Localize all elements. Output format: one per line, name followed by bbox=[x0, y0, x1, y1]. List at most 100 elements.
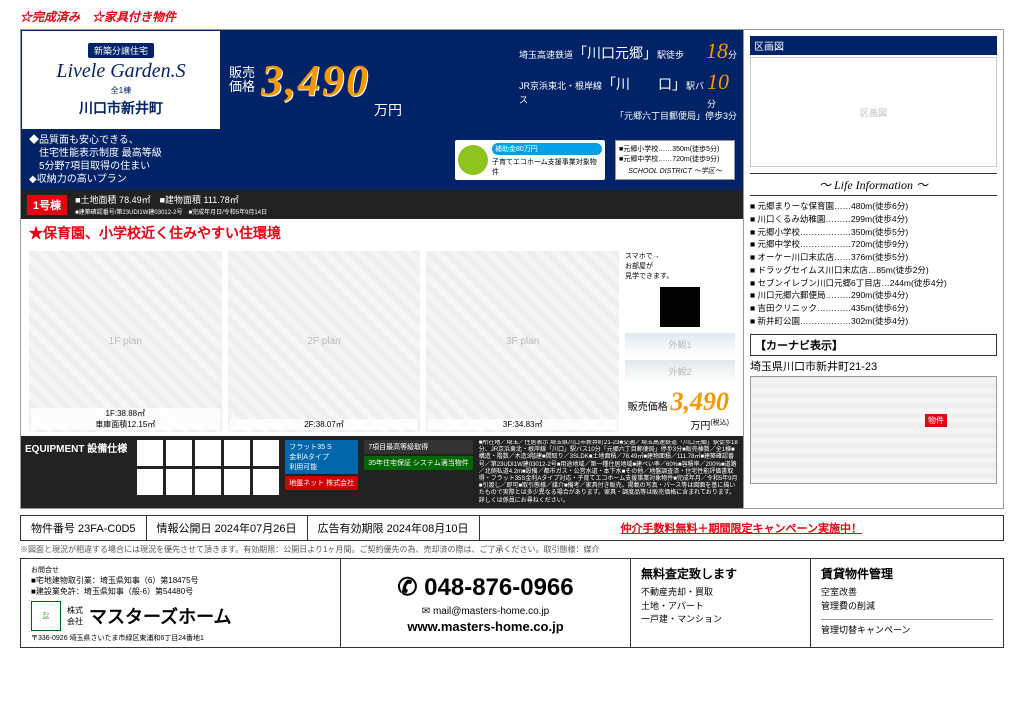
logo-sub: 全1棟 bbox=[111, 85, 131, 96]
equip-icon bbox=[166, 469, 192, 495]
life-item: 川口くるみ幼稚園………299m(徒歩4分) bbox=[750, 213, 997, 226]
equip-icon bbox=[195, 440, 221, 466]
svc1-text: 不動産売却・買取 土地・アパート 一戸建・マンション bbox=[641, 586, 800, 627]
svc2-campaign: 管理切替キャンペーン bbox=[821, 619, 993, 636]
sta2: 「川 口」 bbox=[602, 76, 686, 92]
company-addr: 〒336-0926 埼玉県さいたま市緑区東浦和6丁目24番地1 bbox=[31, 633, 330, 643]
rail1: 埼玉高速鉄道 bbox=[519, 50, 573, 60]
suf1: 駅徒歩 bbox=[657, 50, 684, 60]
life-list: 元郷まりーな保育園……480m(徒歩6分)川口くるみ幼稚園………299m(徒歩4… bbox=[750, 200, 997, 328]
publish-date: 情報公開日 2024年07月26日 bbox=[147, 516, 308, 540]
logo-name: Livele Garden.S bbox=[56, 60, 185, 83]
equip-icons bbox=[137, 440, 279, 466]
life-item: 新井町公園………………302m(徒歩4分) bbox=[750, 315, 997, 328]
tel: ✆ 048-876-0966 bbox=[397, 573, 573, 602]
unit-row: 1号棟 ■土地面積 78.49㎡ ■建物面積 111.78㎡ ■建築確認番号/第2… bbox=[21, 190, 743, 219]
license2: ■建設業免許：埼玉県知事（般-6）第54480号 bbox=[31, 586, 330, 597]
eco-badge: 補助金80万円子育てエコホーム支援事業対象物件 bbox=[455, 140, 605, 180]
equipment-row: EQUIPMENT 設備仕様 フラット35 S 金利Aタイプ 利用可能 地盤ネッ… bbox=[21, 436, 743, 508]
license1: ■宅地建物取引業：埼玉県知事（6）第18475号 bbox=[31, 575, 330, 586]
f1-label: 1F:38.88㎡ 車庫面積12.15㎡ bbox=[31, 408, 220, 430]
p2label: 販売価格 bbox=[628, 402, 668, 413]
permit: ■建築確認番号/第23UDI1W建03012-2号 ■完成年月日/令和5年9月1… bbox=[75, 210, 267, 216]
price-label2: 価格 bbox=[229, 79, 255, 94]
tel-num: 048-876-0966 bbox=[424, 574, 573, 601]
unit-badge: 1号棟 bbox=[27, 195, 67, 215]
p2val: 3,490 bbox=[671, 387, 730, 416]
life-item: ドラッグセイムス川口末広店…85m(徒歩2分) bbox=[750, 264, 997, 277]
price-unit: 万円 bbox=[374, 100, 402, 130]
badge-warranty: 35年住宅保証 システム適当物件 bbox=[364, 456, 473, 470]
floor1: 1F plan1F:38.88㎡ 車庫面積12.15㎡ bbox=[29, 251, 222, 432]
equip-title: EQUIPMENT 設備仕様 bbox=[25, 440, 131, 455]
qr-text: スマホで→ お部屋が 見学できます。 bbox=[625, 251, 735, 281]
footer: お問合せ ■宅地建物取引業：埼玉県知事（6）第18475号 ■建設業免許：埼玉県… bbox=[20, 558, 1004, 648]
life-title: 〜 Life Information 〜 bbox=[750, 173, 997, 196]
school-box: ■元郷小学校……350m(徒歩5分) ■元郷中学校……720m(徒歩9分) SC… bbox=[615, 140, 735, 180]
life-item: オーケー川口末広店……376m(徒歩5分) bbox=[750, 251, 997, 264]
price-label1: 販売 bbox=[229, 65, 255, 80]
render2: 外観2 bbox=[625, 360, 735, 383]
access3: 「元郷六丁目郵便局」停歩3分 bbox=[519, 110, 737, 123]
footer-svc2: 賃貸物件管理 空室改善 管理費の削減 管理切替キャンペーン bbox=[811, 559, 1003, 647]
price-area: 販売価格 3,490 万円 bbox=[221, 30, 513, 130]
eco-amount: 補助金80万円 bbox=[492, 143, 602, 155]
badge-jiban: 地盤ネット 株式会社 bbox=[285, 476, 358, 490]
render-col: スマホで→ お部屋が 見学できます。 外観1 外観2 販売価格 3,490 万円… bbox=[625, 251, 735, 432]
floor: ■建物面積 111.78㎡ bbox=[160, 195, 239, 205]
floor2: 2F plan2F:38.07㎡ bbox=[228, 251, 421, 432]
svc2-title: 賃貸物件管理 bbox=[821, 565, 993, 582]
f3-label: 3F:34.83㎡ bbox=[428, 419, 617, 430]
subhead-text: ◆品質面も安心できる、 住宅性能表示制度 最高等級 5分野7項目取得の住まい ◆… bbox=[29, 134, 445, 186]
land: ■土地面積 78.49㎡ bbox=[75, 195, 150, 205]
p2tax: (税込) bbox=[710, 420, 729, 427]
price-value: 3,490 bbox=[261, 55, 370, 106]
header: 新築分譲住宅 Livele Garden.S 全1棟 川口市新井町 販売価格 3… bbox=[21, 30, 743, 130]
equip-icon bbox=[253, 469, 279, 495]
logo-city: 川口市新井町 bbox=[79, 98, 163, 118]
school-title: SCHOOL DISTRICT 〜学区〜 bbox=[619, 166, 731, 176]
access-box: 埼玉高速鉄道「川口元郷」駅徒歩18分 JR京浜東北・根岸線「川 口」駅バス10分… bbox=[513, 30, 743, 130]
top-banner: ☆完成済み ☆家具付き物件 bbox=[20, 8, 1004, 25]
logo-pretitle: 新築分譲住宅 bbox=[88, 43, 154, 58]
kukaku-title: 区画図 bbox=[750, 36, 997, 55]
contact-label: お問合せ bbox=[31, 565, 330, 575]
equip-icon bbox=[195, 469, 221, 495]
map-pin-icon: 物件 bbox=[925, 414, 947, 427]
equip-icon bbox=[224, 440, 250, 466]
footer-company: お問合せ ■宅地建物取引業：埼玉県知事（6）第18475号 ■建設業免許：埼玉県… bbox=[21, 559, 341, 647]
min1: 18 bbox=[706, 38, 728, 63]
map: 物件 bbox=[750, 376, 997, 484]
life-item: セブンイレブン川口元郷6丁目店…244m(徒歩4分) bbox=[750, 277, 997, 290]
flyer: 新築分譲住宅 Livele Garden.S 全1棟 川口市新井町 販売価格 3… bbox=[20, 29, 1004, 509]
mail-addr: mail@masters-home.co.jp bbox=[433, 606, 549, 617]
plan-area: 3SLDK 1F plan1F:38.88㎡ 車庫面積12.15㎡ 2F pla… bbox=[21, 247, 743, 436]
info-bar: 物件番号 23FA-C0D5 情報公開日 2024年07月26日 広告有効期限 … bbox=[20, 515, 1004, 541]
sta1: 「川口元郷」 bbox=[573, 45, 657, 61]
svc2-text: 空室改善 管理費の削減 bbox=[821, 586, 993, 613]
equip-icon bbox=[137, 469, 163, 495]
life-item: 元郷まりーな保育園……480m(徒歩6分) bbox=[750, 200, 997, 213]
equip-icon bbox=[166, 440, 192, 466]
disclaimer: ※図面と現況が相違する場合には現況を優先させて頂きます。有効期限：公開日より1ヶ… bbox=[20, 544, 1004, 555]
equip-icon bbox=[137, 440, 163, 466]
life-item: 元郷中学校………………720m(徒歩9分) bbox=[750, 238, 997, 251]
navi-addr: 埼玉県川口市新井町21-23 bbox=[750, 358, 997, 374]
life-item: 吉田クリニック…………435m(徒歩6分) bbox=[750, 302, 997, 315]
right-col: 区画図 区画図 〜 Life Information 〜 元郷まりーな保育園……… bbox=[743, 30, 1003, 508]
subhead-row: ◆品質面も安心できる、 住宅性能表示制度 最高等級 5分野7項目取得の住まい ◆… bbox=[21, 130, 743, 190]
overview-text: ■所在地／埼玉／住居表示 埼玉県川口市新井町21-23■交通／埼玉高速鉄道「川口… bbox=[479, 440, 739, 504]
svc1-title: 無料査定致します bbox=[641, 565, 800, 582]
f2-label: 2F:38.07㎡ bbox=[230, 419, 419, 430]
min2: 10 bbox=[707, 69, 729, 94]
eco-icon bbox=[458, 145, 488, 175]
company-name: マスターズホーム bbox=[89, 603, 232, 629]
equip-icon bbox=[253, 440, 279, 466]
badge-flat35: フラット35 S 金利Aタイプ 利用可能 bbox=[285, 440, 358, 474]
url: www.masters-home.co.jp bbox=[407, 619, 563, 634]
floor3: 3F plan3F:34.83㎡ bbox=[426, 251, 619, 432]
company-logo-icon: ㍇ bbox=[31, 601, 61, 631]
p2unit: 万円 bbox=[690, 421, 710, 432]
u1: 分 bbox=[728, 50, 737, 60]
qr-icon bbox=[660, 287, 700, 327]
